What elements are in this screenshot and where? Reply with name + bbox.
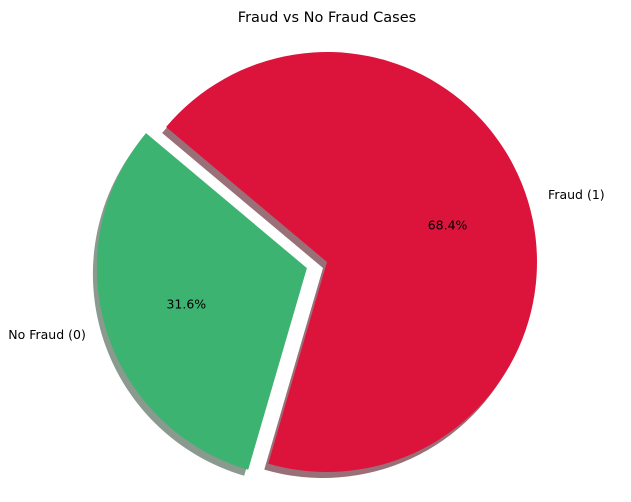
pie-slices (96, 52, 538, 472)
slice-pct-no-fraud: 31.6% (166, 297, 206, 312)
slice-label-no-fraud: No Fraud (0) (8, 327, 86, 342)
slice-pct-fraud: 68.4% (428, 217, 468, 232)
pie-slice-0 (96, 133, 307, 470)
chart-title: Fraud vs No Fraud Cases (238, 10, 416, 26)
pie-slice-1 (166, 52, 538, 472)
slice-label-fraud: Fraud (1) (548, 187, 605, 202)
